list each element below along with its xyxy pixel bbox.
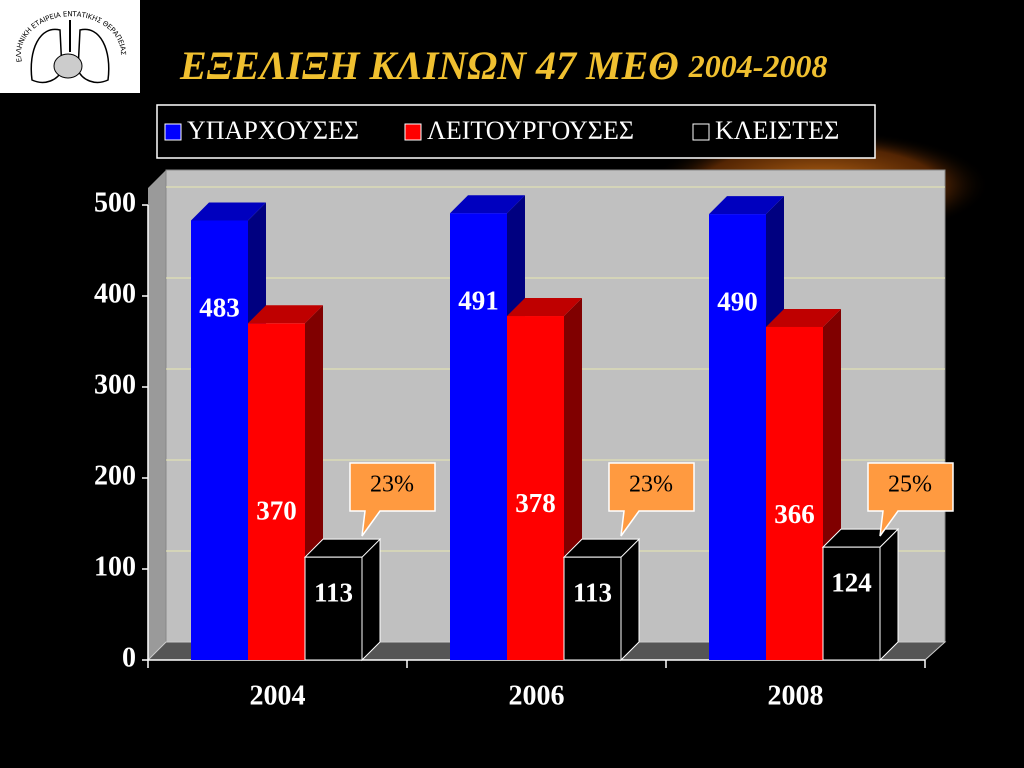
chart-title: ΕΞΕΛΙΞΗ ΚΛΙΝΩΝ 47 ΜΕΘ 2004-2008: [179, 43, 827, 88]
bar: [709, 214, 766, 660]
legend-label: ΥΠΑΡΧΟΥΣΕΣ: [187, 116, 359, 145]
annotation: 23%: [370, 472, 414, 498]
callout: [349, 462, 436, 537]
value-label: 366: [774, 499, 815, 529]
callout: [867, 462, 954, 537]
value-label: 491: [458, 285, 499, 315]
y-tick-label: 500: [94, 187, 136, 218]
bar-top: [450, 195, 525, 214]
annotation: 25%: [888, 472, 932, 498]
bar-top: [248, 305, 323, 324]
side-wall: [148, 170, 166, 660]
y-tick-label: 400: [94, 278, 136, 309]
logo-heart: [53, 53, 83, 79]
x-tick-label: 2006: [509, 680, 565, 711]
bar: [822, 546, 881, 661]
value-label: 124: [831, 567, 872, 597]
bar: [450, 213, 507, 660]
x-tick-label: 2008: [768, 680, 824, 711]
title-years: 2004-2008: [688, 48, 828, 84]
legend-label: ΛΕΙΤΟΥΡΓΟΥΣΕΣ: [427, 116, 634, 145]
annotation: 23%: [629, 472, 673, 498]
bar-top: [709, 196, 784, 215]
callout: [608, 462, 695, 537]
value-label: 113: [314, 577, 353, 607]
logo: ΕΛΛΗΝΙΚΗ ΕΤΑΙΡΕΙΑ ΕΝΤΑΤΙΚΗΣ ΘΕΡΑΠΕΙΑΣ: [0, 0, 140, 93]
legend-box: [156, 104, 876, 159]
bar-side: [620, 537, 640, 662]
logo-lungs: [30, 28, 110, 84]
bar: [248, 323, 305, 660]
title-main: ΕΞΕΛΙΞΗ ΚΛΙΝΩΝ 47 ΜΕΘ: [179, 43, 679, 88]
legend-swatch: [404, 123, 422, 141]
legend-label: ΚΛΕΙΣΤΕΣ: [715, 116, 839, 145]
bar: [507, 316, 564, 660]
bar: [191, 220, 248, 660]
y-tick-label: 100: [94, 551, 136, 582]
x-tick-label: 2004: [250, 680, 306, 711]
bar: [304, 556, 363, 661]
legend-swatch: [692, 123, 710, 141]
bar-side: [879, 527, 899, 662]
bar-top: [766, 308, 841, 327]
y-tick-label: 200: [94, 460, 136, 491]
y-tick-label: 0: [122, 642, 136, 673]
value-label: 490: [717, 286, 758, 316]
bar-top: [191, 202, 266, 221]
value-label: 113: [573, 577, 612, 607]
bar: [563, 556, 622, 661]
bar-top: [507, 298, 582, 317]
y-tick-label: 300: [94, 369, 136, 400]
value-label: 370: [256, 496, 297, 526]
bar: [766, 326, 823, 660]
value-label: 483: [199, 293, 240, 323]
value-label: 378: [515, 488, 556, 518]
bar-side: [361, 537, 381, 662]
legend-swatch: [164, 123, 182, 141]
